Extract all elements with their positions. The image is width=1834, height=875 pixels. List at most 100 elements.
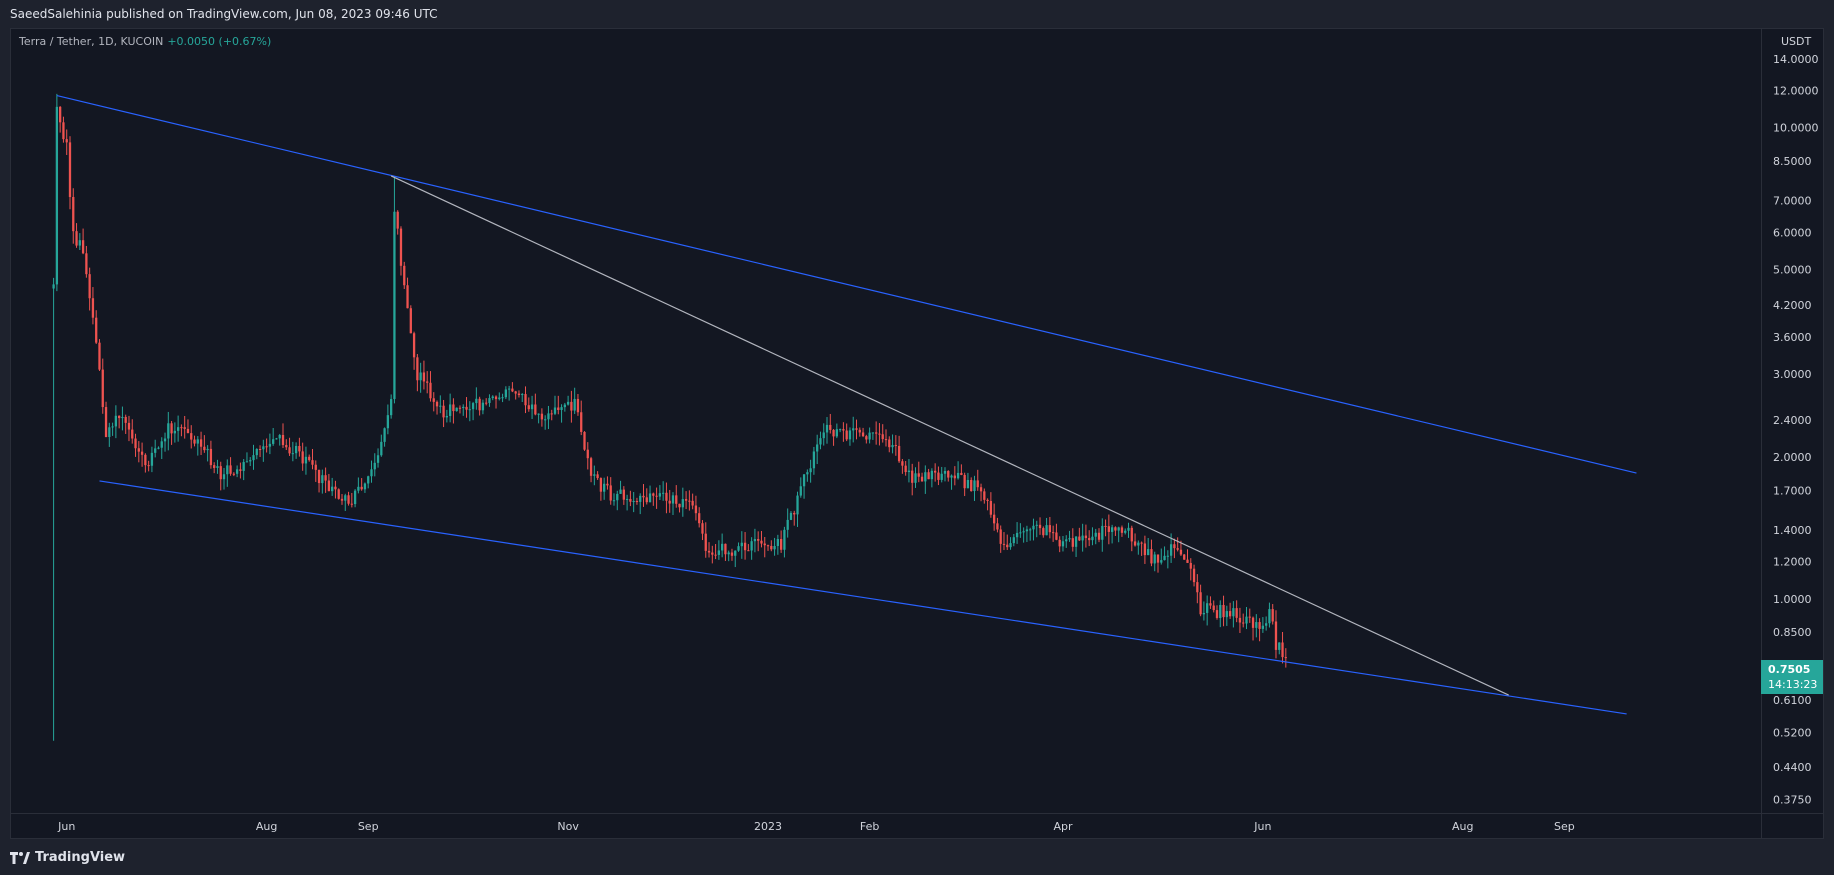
candle-body <box>717 550 721 555</box>
candle-body <box>766 545 770 547</box>
candle-body <box>124 416 127 423</box>
candle-body <box>380 441 383 456</box>
candle-body <box>85 253 88 275</box>
candle-body <box>409 308 412 334</box>
candle-body <box>373 462 376 470</box>
candle-body <box>1088 538 1091 541</box>
candle-body <box>59 106 62 123</box>
candle-body <box>475 398 478 404</box>
candle-body <box>1035 524 1038 526</box>
candle-body <box>616 493 619 501</box>
candle-body <box>698 513 701 524</box>
candle-body <box>524 394 527 406</box>
candle-body <box>1169 544 1173 556</box>
candle-body <box>72 197 75 232</box>
candle-body <box>1212 605 1215 611</box>
candle-body <box>1258 622 1261 629</box>
candle-body <box>730 552 734 556</box>
candle-body <box>1058 539 1061 547</box>
candle-body <box>1042 528 1045 536</box>
candle-body <box>121 416 124 419</box>
candle-body <box>1022 531 1025 533</box>
candle-body <box>1071 538 1074 547</box>
candle-body <box>858 429 861 433</box>
candle-body <box>1110 527 1114 532</box>
candle-body <box>835 429 838 437</box>
candle-body <box>553 407 557 414</box>
candle-body <box>662 492 665 494</box>
candle-body <box>550 413 553 415</box>
tradingview-brand[interactable]: TradingView <box>10 850 125 865</box>
candle-body <box>645 497 648 503</box>
candle-body <box>1215 610 1219 618</box>
candle-body <box>281 434 285 446</box>
candle-body <box>1196 582 1199 593</box>
price-tick-label: 5.0000 <box>1773 264 1812 277</box>
candle-body <box>232 473 235 475</box>
price-chart[interactable]: 14.0000 12.0000 10.0000 8.5000 7.0000 6.0000 5… <box>11 29 1823 838</box>
candle-body <box>1009 543 1012 548</box>
candle-wicks <box>53 93 1287 741</box>
price-tick-label: 3.6000 <box>1773 331 1812 344</box>
candle-body <box>1281 642 1284 658</box>
candle-body <box>907 470 911 473</box>
candle-body <box>347 495 350 504</box>
candle-body <box>1124 530 1127 533</box>
candle-body <box>478 398 481 411</box>
candle-body <box>812 451 816 469</box>
candle-body <box>1209 603 1212 606</box>
price-tick-label: 14.0000 <box>1773 53 1819 66</box>
price-tick-label: 1.2000 <box>1773 556 1812 569</box>
time-tick-label: Aug <box>1452 820 1473 833</box>
candle-body <box>786 519 789 530</box>
candle-body <box>1065 539 1068 542</box>
candle-body <box>704 533 707 551</box>
candle-body <box>1015 532 1019 538</box>
candle-body <box>1120 527 1124 533</box>
candle-body <box>868 432 871 440</box>
candle-body <box>180 427 183 429</box>
candle-body <box>537 413 540 415</box>
candle-body <box>544 419 547 421</box>
candle-body <box>1202 612 1206 615</box>
candle-body <box>557 407 560 411</box>
candle-body <box>655 495 658 497</box>
candle-body <box>793 512 796 515</box>
price-tick-label: 4.2000 <box>1773 299 1812 312</box>
candle-body <box>294 445 298 454</box>
candle-body <box>940 473 943 480</box>
candle-body <box>1143 543 1147 556</box>
candle-body <box>258 448 262 450</box>
candle-body <box>127 422 131 430</box>
candle-body <box>468 409 471 411</box>
candle-body <box>789 512 793 520</box>
candle-body <box>399 228 403 266</box>
candle-body <box>983 491 986 500</box>
candle-body <box>825 424 829 433</box>
candle-body <box>822 432 825 439</box>
chart-frame[interactable]: 14.0000 12.0000 10.0000 8.5000 7.0000 6.0000 5… <box>10 28 1824 839</box>
candle-body <box>799 486 802 496</box>
candle-body <box>1153 554 1156 564</box>
candle-body <box>888 439 891 448</box>
candle-body <box>426 381 429 383</box>
candle-body <box>314 464 317 470</box>
symbol-legend[interactable]: Terra / Tether, 1D, KUCOIN +0.0050 (+0.67… <box>19 35 271 48</box>
candle-body <box>88 274 91 299</box>
candle-body <box>340 498 344 501</box>
candle-body <box>1261 625 1265 629</box>
candle-body <box>743 542 747 551</box>
candle-body <box>1048 525 1052 533</box>
candle-body <box>1176 548 1179 550</box>
candle-body <box>658 493 662 497</box>
candle-body <box>291 453 294 455</box>
candle-body <box>891 445 894 448</box>
candle-body <box>412 333 416 358</box>
candle-body <box>612 500 616 502</box>
candle-body <box>560 407 563 411</box>
price-unit[interactable]: USDT <box>1781 35 1812 48</box>
candle-body <box>160 441 163 448</box>
candle-body <box>262 446 265 450</box>
candle-body <box>219 466 222 480</box>
candle-body <box>1091 536 1094 541</box>
